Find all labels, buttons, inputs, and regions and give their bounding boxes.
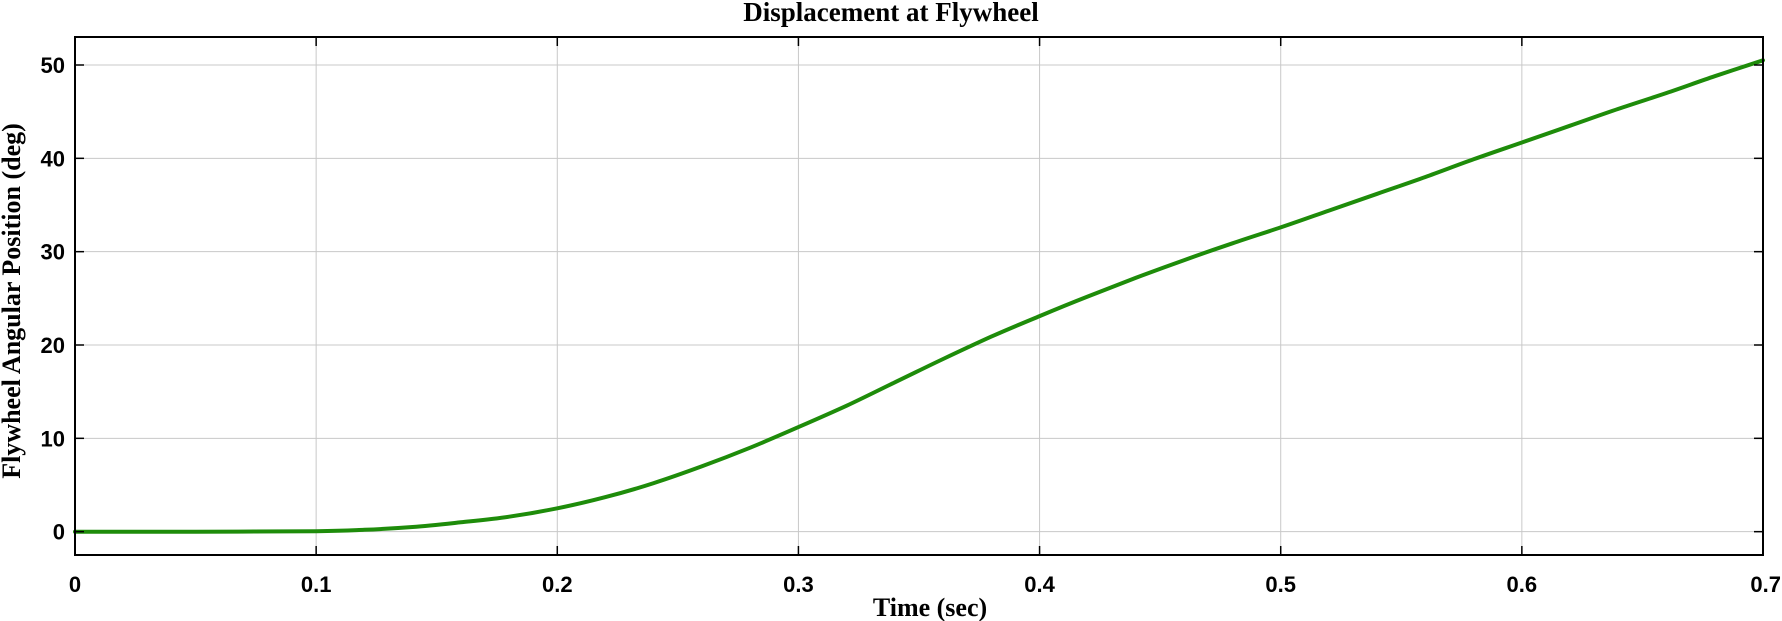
y-tick-label: 20 xyxy=(41,333,65,358)
x-tick-label: 0 xyxy=(69,572,81,597)
x-tick-label: 0.1 xyxy=(301,572,332,597)
x-tick-label: 0.3 xyxy=(783,572,814,597)
x-tick-label: 0.6 xyxy=(1507,572,1538,597)
x-axis-label: Time (sec) xyxy=(873,593,987,621)
x-tick-label: 0.2 xyxy=(542,572,573,597)
y-tick-label: 30 xyxy=(41,240,65,265)
tick-marks xyxy=(74,37,1764,555)
axes-box xyxy=(74,36,1764,556)
y-tick-label: 50 xyxy=(41,53,65,78)
y-tick-label: 0 xyxy=(53,520,65,545)
x-tick-label: 0.5 xyxy=(1265,572,1296,597)
series-layer xyxy=(73,58,1765,534)
chart-title: Displacement at Flywheel xyxy=(743,0,1039,27)
tick-labels: 0 0.1 0.2 0.3 0.4 0.5 0.6 0.7 0 10 20 30 40 50 xyxy=(41,53,1781,597)
y-axis-label: Flywheel Angular Position (deg) xyxy=(0,123,26,479)
grid-lines xyxy=(75,37,1763,555)
x-tick-label: 0.7 xyxy=(1750,572,1781,597)
series-line xyxy=(73,58,1765,534)
x-tick-label: 0.4 xyxy=(1024,572,1055,597)
y-tick-label: 10 xyxy=(41,426,65,451)
y-tick-label: 40 xyxy=(41,146,65,171)
